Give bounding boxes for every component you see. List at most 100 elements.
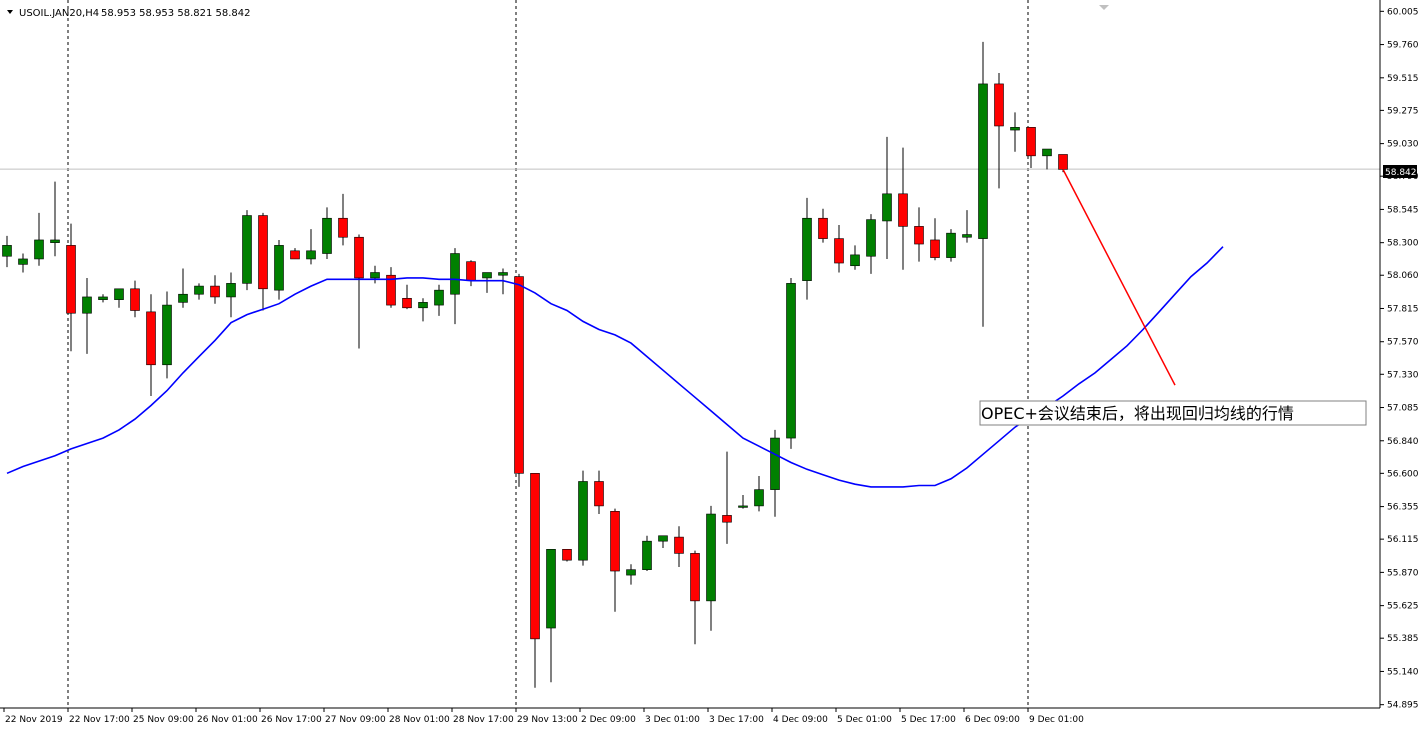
candle-body [754, 489, 764, 507]
time-tick-label: 26 Nov 01:00 [197, 715, 258, 725]
bullish-candle [946, 229, 956, 262]
bearish-candle [818, 208, 828, 243]
price-tick-label: 55.625 [1387, 602, 1419, 612]
price-tick-label: 59.275 [1387, 106, 1419, 116]
dropdown-triangle-icon[interactable] [7, 10, 13, 14]
candle-body [370, 272, 380, 279]
candle-body [962, 234, 972, 238]
last-price-text: 58.842 [1385, 168, 1417, 178]
forecast-arrow-group [1062, 169, 1176, 386]
bullish-candle [434, 284, 444, 316]
time-tick-label: 26 Nov 17:00 [261, 715, 322, 725]
time-tick-label: 3 Dec 01:00 [645, 715, 700, 725]
bullish-candle [626, 564, 636, 585]
candle-body [178, 293, 188, 303]
candle-body [258, 215, 268, 290]
candle-body [226, 283, 236, 298]
candle-body [402, 297, 412, 309]
bullish-candle [658, 535, 668, 548]
ohlc-header: 58.953 58.953 58.821 58.842 [101, 8, 251, 19]
time-tick-label: 2 Dec 09:00 [581, 715, 636, 725]
candle-body [770, 437, 780, 490]
time-tick-label: 22 Nov 2019 [5, 715, 63, 725]
bearish-candle [402, 284, 412, 310]
candle-body [738, 505, 748, 508]
bearish-candle [834, 225, 844, 273]
candle-body [658, 535, 668, 542]
bullish-candle [482, 272, 492, 293]
bearish-candle [594, 470, 604, 515]
candle-body [306, 250, 316, 260]
candle-body [1058, 154, 1068, 170]
bullish-candle [50, 181, 60, 257]
bullish-candle [322, 207, 332, 259]
axes-group [0, 0, 1381, 709]
time-tick-label: 25 Nov 09:00 [133, 715, 194, 725]
candle-body [786, 283, 796, 439]
bearish-candle [530, 473, 540, 688]
candle-body [530, 473, 540, 640]
candle-body [642, 540, 652, 570]
candle-body [834, 238, 844, 264]
time-tick-label: 22 Nov 17:00 [69, 715, 130, 725]
candle-body [722, 515, 732, 523]
candle-body [578, 481, 588, 561]
bullish-candle [226, 272, 236, 318]
candle-body [290, 250, 300, 260]
bearish-candle [610, 508, 620, 612]
candle-body [690, 553, 700, 602]
candle-body [450, 253, 460, 295]
price-tick-label: 54.895 [1387, 701, 1419, 711]
price-tick-label: 56.355 [1387, 503, 1419, 513]
time-tick-label: 28 Nov 17:00 [453, 715, 514, 725]
candle-body [594, 481, 604, 507]
price-tick-label: 57.570 [1387, 338, 1419, 348]
candle-body [162, 304, 172, 366]
price-tick-label: 56.600 [1387, 469, 1419, 479]
candle-body [466, 261, 476, 281]
candle-body [194, 285, 204, 295]
bullish-candle [82, 277, 92, 354]
symbol-header: USOIL.JAN20,H4 [19, 8, 99, 19]
candle-body [18, 258, 28, 265]
last-price-label: 58.842 [1383, 165, 1417, 178]
candle-body [882, 193, 892, 222]
scroll-shift-marker-icon[interactable] [1099, 5, 1109, 10]
bearish-candle [386, 267, 396, 308]
bullish-candle [866, 214, 876, 274]
price-tick-label: 59.760 [1387, 41, 1419, 51]
price-tick-label: 60.005 [1387, 7, 1419, 17]
price-axis-labels: 60.00559.76059.51559.27559.03058.79058.5… [1380, 7, 1419, 711]
bullish-candle [802, 197, 812, 300]
price-tick-label: 55.140 [1387, 667, 1419, 677]
bullish-candle [738, 495, 748, 509]
bullish-candle [754, 476, 764, 512]
candle-body [210, 285, 220, 298]
annotation-box[interactable]: OPEC+会议结束后，将出现回归均线的行情 [979, 400, 1367, 426]
bullish-candle [34, 212, 44, 266]
bullish-candle [642, 535, 652, 572]
price-tick-label: 56.840 [1387, 437, 1419, 447]
candle-body [242, 215, 252, 284]
price-tick-label: 59.030 [1387, 140, 1419, 150]
bearish-candle [690, 550, 700, 645]
price-tick-label: 59.515 [1387, 74, 1419, 84]
candle-body [338, 217, 348, 238]
bearish-candle [354, 234, 364, 349]
bearish-candle [290, 248, 300, 260]
bearish-candle [1026, 127, 1036, 169]
candle-body [946, 232, 956, 258]
candle-body [482, 272, 492, 279]
bullish-candle [98, 294, 108, 303]
price-tick-label: 58.060 [1387, 271, 1419, 281]
bullish-candle [578, 470, 588, 566]
bullish-candle [242, 210, 252, 291]
bullish-candle [370, 265, 380, 284]
time-tick-label: 29 Nov 13:00 [517, 715, 578, 725]
bullish-candle [450, 248, 460, 325]
bearish-candle [722, 451, 732, 544]
price-tick-label: 57.815 [1387, 304, 1419, 314]
candle-body [674, 536, 684, 554]
